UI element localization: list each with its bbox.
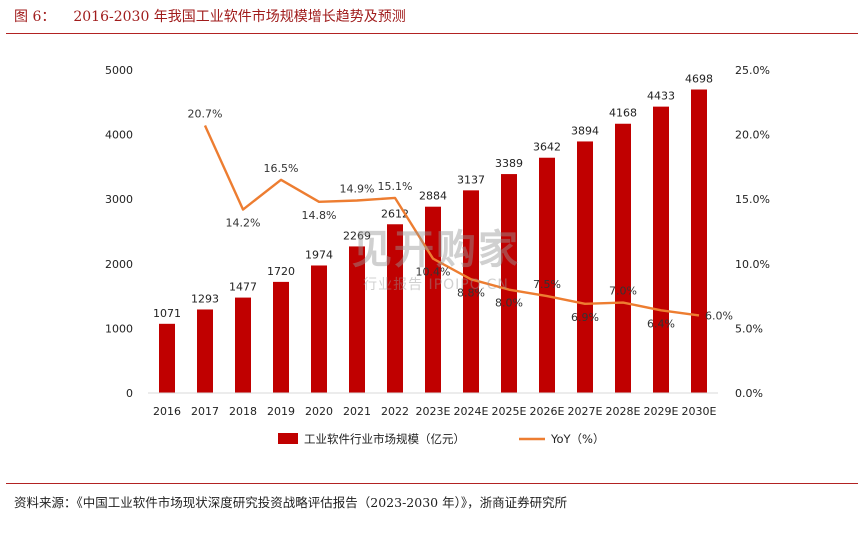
bar [463,190,479,393]
yoy-value-label: 6.9% [571,311,599,324]
x-tick-label: 2029E [644,405,679,418]
yoy-value-label: 7.0% [609,285,637,298]
yoy-line [203,125,700,317]
x-tick-label: 2024E [454,405,489,418]
bar-value-label: 2884 [419,190,447,203]
y-left-tick-label: 5000 [105,64,133,77]
figure-title-text: 2016-2030 年我国工业软件市场规模增长趋势及预测 [73,9,406,25]
bar [273,281,289,393]
y-right-tick-label: 5.0% [735,322,763,335]
bar-value-label: 1974 [305,248,333,261]
x-tick-label: 2021 [343,405,371,418]
yoy-value-label: 10.4% [416,266,451,279]
yoy-value-label: 20.7% [188,108,223,121]
y-right-tick-label: 25.0% [735,64,770,77]
legend-swatch-bar [278,433,298,444]
bar [311,265,327,393]
x-tick-label: 2019 [267,405,295,418]
bar [615,123,631,394]
x-tick-label: 2028E [606,405,641,418]
bar [691,89,707,393]
bar-value-label: 1071 [153,307,181,320]
yoy-value-label: 16.5% [264,162,299,175]
y-right-tick-label: 10.0% [735,258,770,271]
yoy-value-label: 6.4% [647,317,675,330]
bar [539,157,555,393]
bar [653,106,669,393]
yoy-value-label: 7.5% [533,278,561,291]
bar-value-label: 2269 [343,229,371,242]
yoy-value-label: 8.0% [495,297,523,310]
bar-value-label: 3389 [495,157,523,170]
bar [577,141,593,393]
y-left-tick-label: 1000 [105,322,133,335]
y-left-tick-label: 2000 [105,258,133,271]
bar [425,206,441,393]
x-tick-label: 2025E [492,405,527,418]
bar [349,246,365,393]
bar [235,297,251,393]
y-left-tick-label: 4000 [105,129,133,142]
bar-value-label: 4433 [647,90,675,103]
x-tick-label: 2016 [153,405,181,418]
x-tick-label: 2022 [381,405,409,418]
bar [387,224,403,393]
x-tick-label: 2020 [305,405,333,418]
x-tick-label: 2027E [568,405,603,418]
bar-value-label: 1477 [229,281,257,294]
x-tick-label: 2018 [229,405,257,418]
bar [159,323,175,393]
yoy-value-label: 8.8% [457,286,485,299]
bar-value-label: 3137 [457,173,485,186]
x-tick-label: 2017 [191,405,219,418]
figure-number: 图 6： [14,9,56,25]
bar-value-label: 4168 [609,107,637,120]
yoy-value-label: 14.2% [226,217,261,230]
bar [197,309,213,393]
x-tick-label: 2026E [530,405,565,418]
legend-label-line: YoY（%） [550,432,605,446]
bar-value-label: 1293 [191,292,219,305]
y-right-tick-label: 20.0% [735,129,770,142]
yoy-value-label: 6.0% [705,309,733,322]
bar [501,174,517,393]
legend-label-bar: 工业软件行业市场规模（亿元） [304,432,465,446]
y-right-tick-label: 15.0% [735,193,770,206]
y-left-tick-label: 0 [126,387,133,400]
yoy-value-label: 14.8% [302,209,337,222]
bar-value-label: 3894 [571,124,599,137]
yoy-value-label: 14.9% [340,182,375,195]
title-rule [6,33,858,34]
source-rule [6,483,858,484]
yoy-value-label: 15.1% [378,180,413,193]
bar-value-label: 1720 [267,265,295,278]
figure-title: 图 6： 2016-2030 年我国工业软件市场规模增长趋势及预测 [14,6,406,26]
x-tick-label: 2023E [416,405,451,418]
figure-source: 资料来源：《中国工业软件市场现状深度研究投资战略评估报告（2023-2030 年… [14,495,568,510]
y-left-tick-label: 3000 [105,193,133,206]
x-tick-label: 2030E [682,405,717,418]
bar-value-label: 3642 [533,141,561,154]
bar-value-label: 4698 [685,73,713,86]
y-right-tick-label: 0.0% [735,387,763,400]
